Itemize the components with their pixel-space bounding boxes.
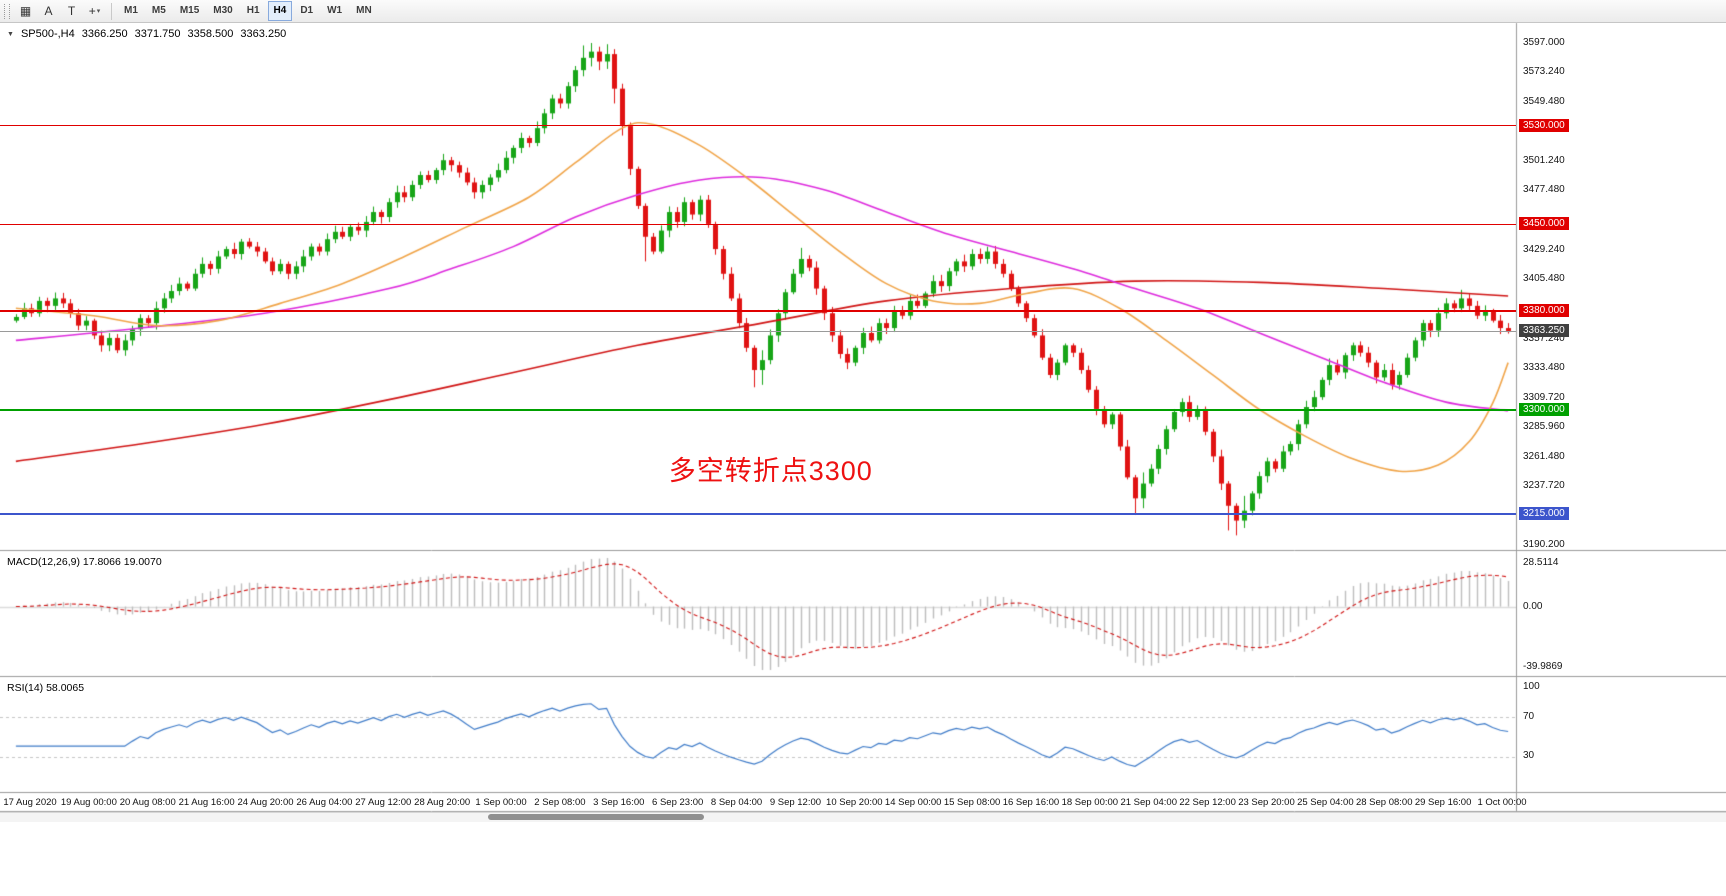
price-axis-label: 3549.480 xyxy=(1523,95,1565,107)
price-tag-3215: 3215.000 xyxy=(1519,507,1569,521)
toolbar-grip[interactable] xyxy=(4,3,10,19)
chart-ohlc-header: ▼ SP500-,H4 3366.250 3371.750 3358.500 3… xyxy=(7,28,286,40)
time-axis-label: 9 Sep 12:00 xyxy=(769,797,822,808)
price-tag-3450: 3450.000 xyxy=(1519,217,1569,231)
timeframe-m1[interactable]: M1 xyxy=(124,5,138,16)
time-axis-label: 28 Aug 20:00 xyxy=(414,797,471,808)
rsi-axis-100-label: 100 xyxy=(1523,681,1540,692)
price-axis-label: 3573.240 xyxy=(1523,66,1565,78)
time-axis-label: 21 Sep 04:00 xyxy=(1120,797,1177,808)
price-axis-label: 3357.240 xyxy=(1523,332,1565,344)
time-axis-label: 20 Aug 08:00 xyxy=(119,797,176,808)
price-axis-label: 3309.720 xyxy=(1523,391,1565,403)
price-axis-label: 3190.200 xyxy=(1523,539,1565,550)
time-axis-label: 8 Sep 04:00 xyxy=(710,797,763,808)
hline-3450[interactable] xyxy=(0,223,1516,225)
dropdown-caret-icon: ▾ xyxy=(96,8,101,15)
time-axis-label: 15 Sep 08:00 xyxy=(943,797,1001,808)
time-axis-label: 1 Oct 00:00 xyxy=(1477,797,1527,808)
price-axis-label: 3285.960 xyxy=(1523,420,1565,432)
close-value: 3363.250 xyxy=(240,28,287,40)
time-axis-label: 2 Sep 08:00 xyxy=(534,797,586,808)
rsi-header: RSI(14) 58.0065 xyxy=(7,682,85,694)
timeframe-h4[interactable]: H4 xyxy=(267,1,293,21)
macd-axis-max-label: 28.5114 xyxy=(1523,557,1559,568)
chart-annotation-text[interactable]: 多空转折点3300 xyxy=(668,455,873,486)
rsi-axis-70-label: 70 xyxy=(1523,711,1535,722)
time-axis-label: 21 Aug 16:00 xyxy=(178,797,235,808)
toolbar-separator xyxy=(111,2,112,20)
time-axis-label: 24 Aug 20:00 xyxy=(237,797,294,808)
time-axis-label: 22 Sep 12:00 xyxy=(1179,797,1236,808)
time-axis-label: 28 Sep 08:00 xyxy=(1355,797,1413,808)
toolbar: ▦ A T + ▾ M1 M5 M15 M30 H1 H4 D1 W1 MN xyxy=(0,0,1726,23)
hline-3300[interactable] xyxy=(0,408,1516,411)
timeframe-mn[interactable]: MN xyxy=(356,5,372,16)
h-scrollbar-track[interactable] xyxy=(0,812,1726,822)
time-axis-label: 16 Sep 16:00 xyxy=(1002,797,1060,808)
hline-3530[interactable] xyxy=(0,125,1516,127)
price-axis-label: 3477.480 xyxy=(1523,184,1565,196)
price-axis-label: 3333.480 xyxy=(1523,362,1565,374)
time-axis-label: 6 Sep 23:00 xyxy=(652,797,704,808)
timeframe-group: M1 M5 M15 M30 H1 H4 D1 W1 MN xyxy=(117,1,379,21)
high-value: 3371.750 xyxy=(134,28,181,40)
time-axis-label: 19 Aug 00:00 xyxy=(60,797,117,808)
hline-3215[interactable] xyxy=(0,513,1516,516)
price-axis-label: 3501.240 xyxy=(1523,155,1565,167)
price-axis-label: 3597.000 xyxy=(1523,37,1565,48)
time-axis-label: 26 Aug 04:00 xyxy=(296,797,353,808)
price-tag-3530: 3530.000 xyxy=(1519,118,1569,132)
open-value: 3366.250 xyxy=(81,28,128,40)
current-price-tag: 3363.250 xyxy=(1519,324,1569,338)
timeframe-h1[interactable]: H1 xyxy=(246,5,260,16)
timeframe-w1[interactable]: W1 xyxy=(327,5,343,16)
one-click-trading-toggle[interactable]: ▼ xyxy=(7,30,14,38)
time-axis-label: 25 Sep 04:00 xyxy=(1297,797,1354,808)
low-value: 3358.500 xyxy=(187,28,234,40)
price-tag-3380: 3380.000 xyxy=(1519,303,1569,317)
time-axis-label: 3 Sep 16:00 xyxy=(593,797,645,808)
annotation-a-icon[interactable]: A xyxy=(44,4,53,18)
price-axis-label: 3261.480 xyxy=(1523,451,1565,463)
h-scrollbar-thumb[interactable] xyxy=(488,814,704,820)
time-axis-label: 14 Sep 00:00 xyxy=(884,797,942,808)
price-axis[interactable]: 3597.000 3573.240 3549.480 3501.240 3477.480… xyxy=(1516,23,1726,793)
price-axis-label: 3429.240 xyxy=(1523,244,1565,256)
price-tag-3300: 3300.000 xyxy=(1519,402,1569,416)
tool-icon-group: ▦ A T + ▾ xyxy=(14,2,106,21)
timeframe-d1[interactable]: D1 xyxy=(300,5,314,16)
crosshair-tool-icon[interactable]: + ▾ xyxy=(88,4,101,18)
time-axis-label: 1 Sep 00:00 xyxy=(475,797,527,808)
hline-3380[interactable] xyxy=(0,309,1516,312)
timeframe-m5[interactable]: M5 xyxy=(151,5,166,16)
time-axis-label: 29 Sep 16:00 xyxy=(1414,797,1472,808)
price-axis-label: 3405.480 xyxy=(1523,273,1565,285)
symbol-timeframe-label: SP500-,H4 xyxy=(20,28,75,40)
macd-header: MACD(12,26,9) 17.8066 19.0070 xyxy=(7,556,162,568)
macd-axis-min-label: -39.9869 xyxy=(1523,661,1563,672)
timeframe-m30[interactable]: M30 xyxy=(213,5,233,16)
time-axis[interactable]: 17 Aug 2020 19 Aug 00:00 20 Aug 08:00 21 Au… xyxy=(0,792,1526,812)
price-axis-label: 3237.720 xyxy=(1523,480,1565,492)
rsi-axis-30-label: 30 xyxy=(1523,750,1535,761)
time-axis-label: 23 Sep 20:00 xyxy=(1238,797,1295,808)
timeframe-m15[interactable]: M15 xyxy=(179,5,200,16)
macd-axis-zero-label: 0.00 xyxy=(1523,600,1543,612)
new-order-icon[interactable]: ▦ xyxy=(19,4,32,18)
time-axis-label: 27 Aug 12:00 xyxy=(355,797,412,808)
time-axis-label: 17 Aug 2020 xyxy=(3,797,57,808)
current-price-line xyxy=(0,331,1516,333)
time-axis-label: 18 Sep 00:00 xyxy=(1061,797,1119,808)
time-axis-label: 10 Sep 20:00 xyxy=(826,797,883,808)
text-tool-icon[interactable]: T xyxy=(67,4,76,18)
